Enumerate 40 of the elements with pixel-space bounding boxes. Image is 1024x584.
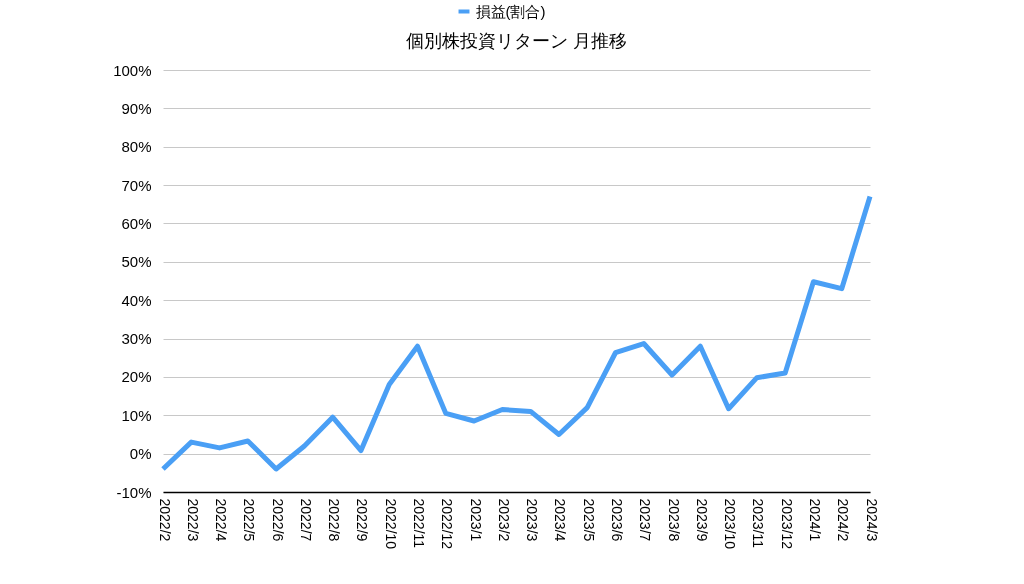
y-tick-label: 50% (121, 253, 152, 271)
y-tick-label: 40% (121, 291, 152, 309)
x-tick-label: 2023/8 (665, 498, 682, 542)
y-tick-label: 20% (121, 368, 152, 386)
legend-label: 損益(割合) (475, 2, 546, 20)
x-tick-label: 2023/12 (778, 498, 795, 550)
x-tick-label: 2022/9 (354, 498, 371, 542)
x-tick-label: 2023/11 (750, 498, 767, 549)
x-tick-label: 2024/1 (806, 498, 823, 542)
x-tick-label: 2024/2 (835, 498, 852, 542)
y-tick-label: 60% (121, 214, 152, 232)
x-tick-label: 2023/5 (580, 498, 597, 542)
chart-title: 個別株投資リターン 月推移 (405, 31, 628, 51)
y-tick-label: 90% (121, 99, 152, 117)
x-tick-label: 2023/4 (552, 498, 569, 542)
x-tick-label: 2023/9 (693, 498, 710, 542)
y-tick-label: 10% (121, 406, 152, 424)
y-tick-label: -10% (116, 483, 152, 501)
x-tick-label: 2022/3 (184, 498, 201, 542)
x-tick-label: 2023/2 (495, 498, 512, 542)
y-tick-label: 30% (121, 330, 152, 348)
x-tick-label: 2022/12 (439, 498, 456, 550)
x-tick-label: 2023/10 (722, 498, 739, 550)
x-tick-label: 2022/8 (326, 498, 343, 542)
x-tick-label: 2022/11 (411, 498, 428, 549)
x-tick-label: 2022/5 (241, 498, 258, 542)
y-tick-label: 0% (129, 445, 152, 463)
x-tick-label: 2022/6 (269, 498, 286, 542)
y-tick-label: 80% (121, 138, 152, 156)
x-tick-label: 2023/7 (637, 498, 654, 542)
x-tick-label: 2024/3 (863, 498, 880, 542)
y-tick-label: 70% (121, 176, 152, 194)
x-tick-label: 2023/3 (524, 498, 541, 542)
x-tick-label: 2022/4 (213, 498, 230, 542)
x-tick-label: 2022/7 (297, 498, 314, 542)
x-tick-label: 2022/10 (382, 498, 399, 550)
x-tick-label: 2022/2 (156, 498, 173, 542)
y-tick-label: 100% (113, 61, 152, 79)
x-tick-label: 2023/1 (467, 498, 484, 542)
x-tick-label: 2023/6 (608, 498, 625, 542)
